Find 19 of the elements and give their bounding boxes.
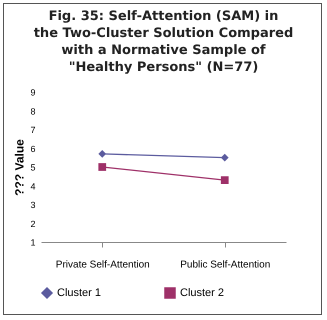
y-tick-label: 7 bbox=[30, 125, 36, 135]
y-tick-label: 4 bbox=[30, 181, 36, 192]
point bbox=[220, 176, 229, 184]
legend-label: Cluster 1 bbox=[57, 287, 102, 299]
y-tick-label: 5 bbox=[30, 162, 36, 172]
point bbox=[98, 163, 106, 171]
point bbox=[98, 150, 106, 158]
legend-label: Cluster 2 bbox=[180, 287, 224, 299]
y-tick-label: 2 bbox=[30, 218, 36, 229]
y-tick-label: 6 bbox=[30, 144, 36, 154]
y-tick-label: 8 bbox=[30, 106, 36, 116]
x-tick-label: Private Self-Attention bbox=[56, 260, 150, 270]
y-tick-label: 1 bbox=[30, 238, 36, 248]
point bbox=[220, 154, 229, 162]
x-tick-label: Public Self-Attention bbox=[180, 260, 270, 270]
chart-title: Fig. 35: Self-Attention (SAM) in the Two-Cluster Solution Compared with a Normative Sample of "Healthy Persons" (N=77) bbox=[34, 9, 294, 75]
y-axis-title: ??? Value bbox=[12, 138, 26, 196]
y-tick-label: 3 bbox=[30, 200, 36, 210]
y-tick-label: 9 bbox=[30, 88, 36, 98]
